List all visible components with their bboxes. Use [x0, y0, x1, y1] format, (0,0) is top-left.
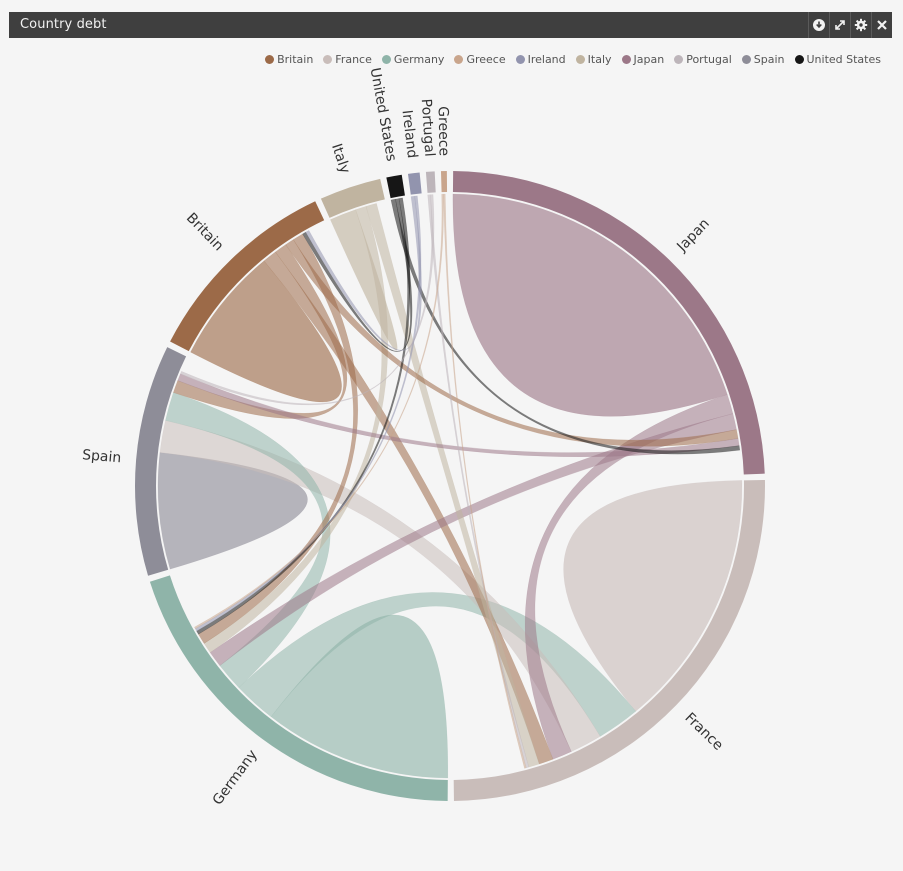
legend-item-greece[interactable]: Greece — [454, 52, 506, 66]
chord-italy-germany[interactable] — [203, 206, 389, 653]
legend-item-britain[interactable]: Britain — [265, 53, 313, 66]
legend-item-france[interactable]: France — [323, 53, 372, 66]
group-arc-france[interactable] — [453, 479, 765, 801]
group-label-ireland: Ireland — [399, 109, 420, 159]
legend-swatch — [794, 54, 804, 64]
chord-japan-japan[interactable] — [452, 193, 728, 417]
group-label-portugal: Portugal — [418, 98, 438, 157]
legend-swatch — [381, 54, 391, 64]
group-arc-greece[interactable] — [440, 171, 448, 193]
group-label-greece: Greece — [435, 106, 452, 156]
group-label-japan: Japan — [673, 216, 712, 256]
chart-legend: Britain France Germany Greece Ireland Italy Ja… — [255, 51, 881, 67]
group-label-spain: Spain — [82, 447, 122, 466]
expand-button[interactable] — [829, 12, 850, 38]
group-arc-portugal[interactable] — [425, 171, 436, 193]
group-arc-japan[interactable] — [452, 171, 765, 475]
chord-ribbons — [157, 193, 743, 779]
chord-france-france[interactable] — [563, 480, 743, 712]
chord-greece-germany[interactable] — [194, 193, 444, 630]
settings-button[interactable] — [850, 12, 871, 38]
group-arc-ireland[interactable] — [407, 172, 422, 195]
legend-swatch — [323, 54, 333, 64]
chord-britain-japan[interactable] — [285, 239, 739, 447]
legend-item-portugal[interactable]: Portugal — [674, 53, 732, 66]
legend-label: Portugal — [686, 52, 732, 66]
legend-label: France — [335, 52, 372, 66]
legend-item-japan[interactable]: Japan — [621, 52, 665, 66]
legend-label: United States — [806, 52, 882, 66]
chord-japan-spain[interactable] — [177, 373, 740, 458]
expand-icon — [835, 20, 845, 30]
legend-label: Greece — [466, 52, 506, 66]
chord-britain-britain[interactable] — [190, 260, 342, 403]
legend-swatch — [454, 54, 464, 64]
group-arc-united-states[interactable] — [386, 174, 405, 199]
group-label-france: France — [681, 710, 726, 754]
chord-greece-france[interactable] — [443, 193, 527, 769]
close-icon — [877, 20, 887, 30]
group-label-germany: Germany — [210, 747, 261, 808]
legend-label: Japan — [633, 52, 665, 66]
close-button[interactable] — [871, 12, 892, 38]
legend-item-ireland[interactable]: Ireland — [515, 52, 566, 66]
chord-britain-germany[interactable] — [198, 233, 359, 644]
legend-swatch — [515, 54, 525, 64]
legend-item-spain[interactable]: Spain — [741, 52, 785, 66]
gear-icon — [854, 18, 868, 32]
group-arc-britain[interactable] — [170, 201, 325, 352]
legend-label: Italy — [587, 52, 612, 66]
chord-ireland-germany[interactable] — [194, 195, 422, 632]
legend-label: Spain — [753, 52, 785, 66]
legend-swatch — [575, 54, 585, 64]
chord-united-states-germany[interactable] — [196, 197, 411, 635]
legend-label: Germany — [393, 52, 445, 66]
chord-britain-spain[interactable] — [173, 244, 348, 419]
group-label-britain: Britain — [183, 210, 227, 254]
chord-portugal-spain[interactable] — [180, 194, 435, 406]
group-label-italy: Italy — [328, 142, 353, 176]
chord-italy-france[interactable] — [365, 203, 540, 768]
legend-swatch — [265, 54, 275, 64]
group-arc-germany[interactable] — [149, 575, 448, 801]
chord-germany-france[interactable] — [238, 592, 637, 737]
legend-item-united-states[interactable]: United States — [794, 52, 882, 66]
group-arcs — [135, 171, 765, 801]
legend-swatch — [674, 54, 684, 64]
group-arc-italy[interactable] — [320, 178, 385, 218]
legend-label: Britain — [277, 52, 314, 66]
panel-title: Country debt — [20, 17, 107, 32]
legend-label: Ireland — [527, 52, 566, 66]
download-button[interactable] — [808, 12, 829, 38]
chord-united-states-japan[interactable] — [390, 198, 741, 455]
legend-item-germany[interactable]: Germany — [381, 52, 445, 66]
download-icon — [813, 19, 825, 31]
panel-toolbar — [808, 12, 892, 38]
group-arc-spain[interactable] — [135, 347, 187, 576]
panel-header: Country debt — [9, 12, 892, 38]
legend-item-italy[interactable]: Italy — [575, 52, 612, 66]
group-label-united-states: United States — [367, 67, 400, 163]
legend-swatch — [741, 54, 751, 64]
legend-swatch — [621, 54, 631, 64]
